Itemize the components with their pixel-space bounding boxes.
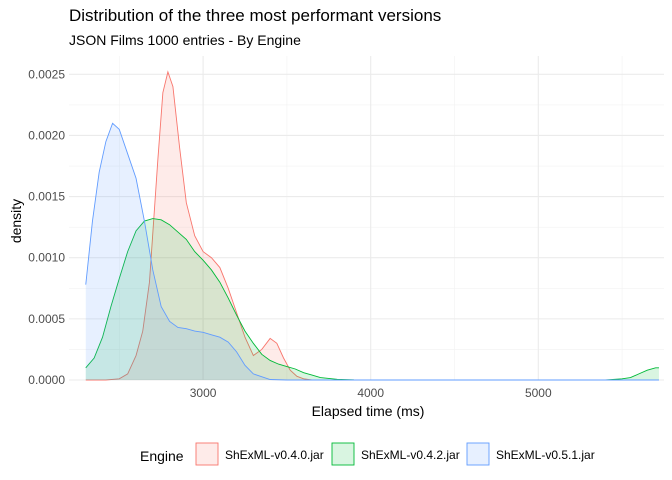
y-tick-label: 0.0010 [28, 251, 65, 265]
y-tick-label: 0.0015 [28, 190, 65, 204]
density-line-series-1 [85, 70, 313, 381]
legend-key-series-1 [195, 442, 219, 466]
legend: Engine ShExML-v0.4.0.jar ShExML-v0.4.2.ja… [140, 442, 595, 466]
density-areas [85, 70, 659, 381]
chart-title: Distribution of the three most performan… [69, 6, 442, 25]
x-tick-label: 3000 [190, 386, 217, 400]
y-tick-label: 0.0005 [28, 312, 65, 326]
legend-key-series-2 [331, 442, 355, 466]
y-tick-label: 0.0020 [28, 128, 65, 142]
y-axis-title: density [8, 199, 24, 243]
legend-label-series-2: ShExML-v0.4.2.jar [361, 448, 460, 462]
legend-title: Engine [140, 448, 184, 464]
y-tick-label: 0.0025 [28, 67, 65, 81]
density-fill-series-2 [85, 218, 659, 380]
x-axis-title: Elapsed time (ms) [312, 403, 425, 419]
density-fill-series-1 [85, 71, 313, 380]
density-fill-series-3 [85, 123, 659, 380]
legend-label-series-3: ShExML-v0.5.1.jar [496, 448, 595, 462]
density-line-series-3 [85, 122, 659, 381]
x-tick-label: 5000 [525, 386, 552, 400]
chart-subtitle: JSON Films 1000 entries - By Engine [69, 32, 301, 48]
axis-ticks: 3000 4000 5000 0.0000 0.0005 0.0010 0.0015 0.00… [28, 67, 552, 400]
y-tick-label: 0.0000 [28, 373, 65, 387]
x-tick-label: 4000 [357, 386, 384, 400]
legend-key-series-3 [466, 442, 490, 466]
legend-label-series-1: ShExML-v0.4.0.jar [225, 448, 324, 462]
